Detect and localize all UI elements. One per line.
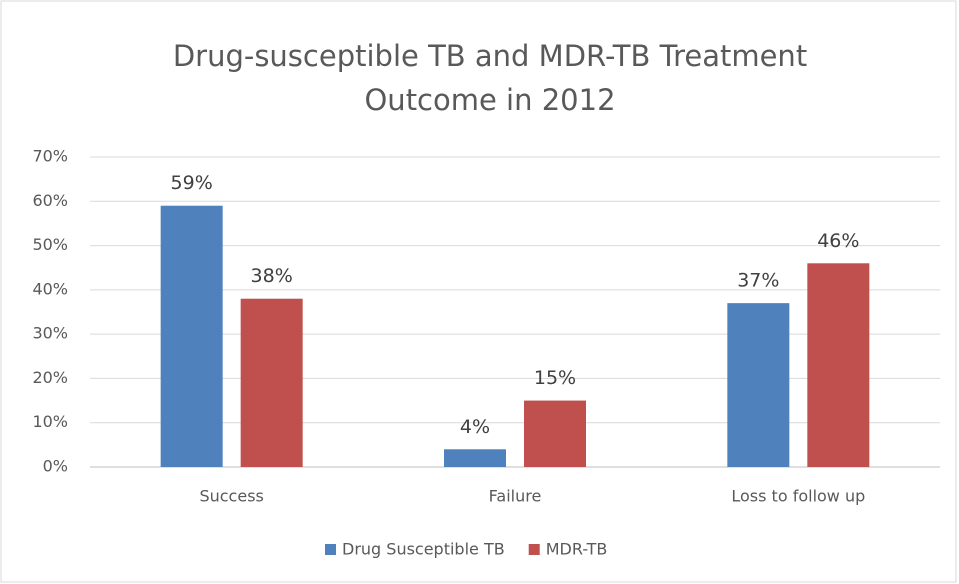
x-tick-label: Failure bbox=[489, 487, 542, 506]
y-tick-label: 60% bbox=[32, 191, 68, 210]
data-label: 46% bbox=[817, 230, 859, 252]
y-tick-label: 50% bbox=[32, 235, 68, 254]
bar bbox=[524, 400, 586, 467]
y-tick-label: 0% bbox=[43, 457, 68, 476]
bar bbox=[807, 263, 870, 467]
x-tick-label: Loss to follow up bbox=[731, 487, 865, 506]
chart-title: Outcome in 2012 bbox=[364, 83, 615, 117]
y-tick-label: 10% bbox=[32, 412, 68, 431]
legend-label: Drug Susceptible TB bbox=[342, 540, 505, 559]
legend-swatch bbox=[325, 544, 336, 555]
data-label: 59% bbox=[171, 172, 213, 194]
data-label: 38% bbox=[251, 265, 293, 287]
legend-label: MDR-TB bbox=[546, 540, 608, 559]
x-tick-label: Success bbox=[199, 487, 263, 506]
legend-swatch bbox=[528, 544, 540, 555]
data-label: 4% bbox=[460, 416, 490, 438]
y-tick-label: 40% bbox=[32, 279, 68, 298]
bar bbox=[444, 449, 506, 467]
bar bbox=[240, 298, 303, 467]
bar bbox=[727, 303, 790, 467]
y-tick-label: 30% bbox=[32, 324, 68, 343]
data-label: 37% bbox=[737, 270, 779, 292]
bar bbox=[160, 205, 223, 467]
y-tick-label: 20% bbox=[32, 368, 68, 387]
data-label: 15% bbox=[534, 367, 576, 389]
chart-title: Drug-susceptible TB and MDR-TB Treatment bbox=[173, 39, 807, 73]
y-tick-label: 70% bbox=[32, 147, 68, 166]
